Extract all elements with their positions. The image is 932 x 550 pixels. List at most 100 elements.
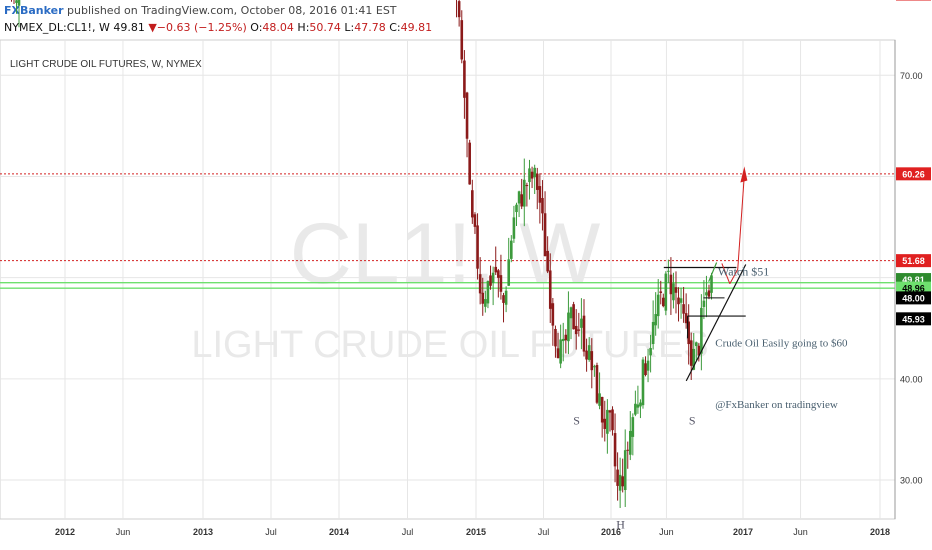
- candle-body: [520, 194, 523, 207]
- price-label: 45.93: [902, 314, 925, 324]
- candle-body: [543, 213, 547, 257]
- candle-body: [15, 0, 18, 3]
- candle-body: [623, 450, 627, 491]
- x-tick-label: Jul: [538, 527, 550, 537]
- candle-body: [611, 409, 614, 431]
- price-label: 49.81: [902, 275, 925, 285]
- candle-body: [628, 430, 632, 455]
- candle-body: [664, 273, 668, 311]
- y-tick-label: 40.00: [900, 374, 923, 384]
- candle-body: [515, 204, 518, 213]
- candle-body: [684, 313, 688, 324]
- price-label-bg: [896, 291, 931, 305]
- candle-body: [661, 297, 665, 307]
- candle-body: [465, 92, 469, 139]
- candle-body: [667, 270, 670, 272]
- candle-body: [556, 348, 560, 359]
- candle-body: [651, 321, 655, 345]
- price-label: 48.96: [902, 284, 925, 294]
- candle-body: [649, 348, 652, 356]
- candle-body: [510, 240, 513, 259]
- triangle-bottom-line: [685, 264, 747, 382]
- x-tick-label: 2013: [193, 527, 213, 537]
- candle-body: [507, 259, 511, 286]
- candle-body: [702, 300, 706, 307]
- candle-body: [528, 168, 531, 183]
- candle-body: [654, 314, 657, 326]
- low-label: L:: [344, 21, 355, 34]
- candle-body: [517, 191, 521, 204]
- arrow-head: [740, 166, 748, 183]
- candle-body: [494, 266, 498, 273]
- candle-body: [705, 292, 708, 296]
- candle-body: [471, 190, 474, 218]
- symbol-label: NYMEX_DL:CL1!, W: [4, 21, 110, 34]
- candle-body: [491, 272, 495, 284]
- candle-body: [710, 275, 713, 293]
- price-label: 48.00: [902, 293, 925, 303]
- high-value: 50.74: [309, 21, 341, 34]
- candle-body: [616, 469, 619, 486]
- candle-body: [551, 303, 555, 326]
- candle-body: [677, 297, 680, 305]
- x-tick-label: 2018: [870, 527, 890, 537]
- candle-body: [687, 321, 690, 345]
- left-shoulder-label: S: [573, 413, 580, 427]
- price-label-bg: [896, 312, 931, 326]
- drawings: S H S Watch $51 Crude Oil Easily going to $6…: [573, 166, 848, 532]
- x-tick-label: Jun: [116, 527, 131, 537]
- price-label: 51.68: [902, 256, 925, 266]
- candle-body: [672, 283, 675, 301]
- candle-body: [535, 173, 539, 190]
- candle-body: [525, 185, 529, 187]
- candle-body: [587, 345, 591, 360]
- candle-body: [639, 402, 642, 407]
- x-tick-label: 2017: [733, 527, 753, 537]
- candle-body: [577, 329, 581, 331]
- candle-body: [603, 418, 607, 429]
- candle-body: [497, 270, 500, 278]
- candle-body: [641, 359, 645, 406]
- candle-body: [504, 290, 508, 305]
- candle-body: [572, 304, 575, 330]
- candle-body: [574, 325, 578, 335]
- candle-body: [17, 0, 21, 6]
- candle-body: [600, 396, 604, 423]
- candle-body: [486, 281, 490, 304]
- x-tick-label: 2014: [329, 527, 349, 537]
- open-value: 48.04: [262, 21, 294, 34]
- candle-body: [613, 433, 617, 467]
- candle-body: [567, 312, 570, 342]
- candle-body: [636, 404, 640, 408]
- candle-body: [634, 403, 637, 415]
- axes: 110.00100.0090.0080.0070.0060.0050.0040.…: [55, 0, 931, 537]
- candle-body: [502, 295, 505, 303]
- x-tick-label: Jul: [402, 527, 414, 537]
- right-shoulder-label: S: [689, 413, 696, 427]
- x-tick-label: 2012: [55, 527, 75, 537]
- price-label-bg: [896, 0, 931, 1]
- candle-body: [598, 393, 601, 406]
- candle-body: [473, 214, 477, 227]
- x-tick-label: Jun: [793, 527, 808, 537]
- candle-body: [468, 142, 471, 185]
- candle-body: [618, 474, 622, 491]
- candle-body: [533, 167, 536, 178]
- candle-body: [580, 318, 583, 328]
- x-tick-label: 2016: [601, 527, 621, 537]
- candle-body: [530, 171, 534, 179]
- arrow-green: [708, 262, 718, 282]
- x-tick-label: Jun: [659, 527, 674, 537]
- candle-body: [674, 287, 678, 293]
- watermark: CL1!, W LIGHT CRUDE OIL FUTURES: [191, 206, 708, 366]
- target-annotation: Crude Oil Easily going to $60: [715, 337, 848, 349]
- open-label: O:: [250, 21, 263, 34]
- candle-body: [621, 476, 624, 487]
- arrow-red-1: [721, 263, 731, 284]
- last-price: 49.81: [113, 21, 145, 34]
- candle-body: [707, 290, 711, 297]
- close-label: C:: [389, 21, 401, 34]
- candle-body: [679, 298, 683, 303]
- candle-body: [476, 225, 479, 269]
